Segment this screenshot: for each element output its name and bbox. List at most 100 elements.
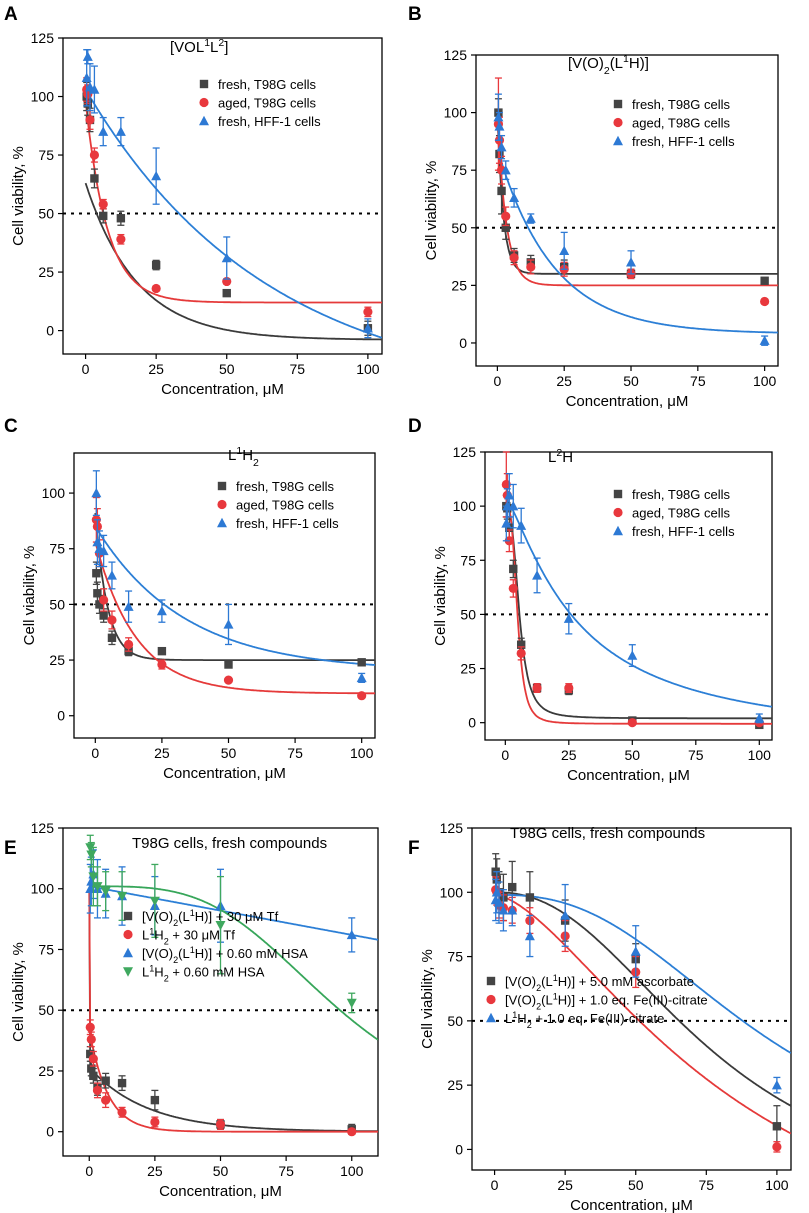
text-part: 2 — [173, 918, 178, 928]
fit-curve-blue — [494, 894, 791, 1054]
data-point-red — [627, 718, 637, 728]
fit-curve-red — [496, 114, 778, 287]
fit-curve-blue — [84, 89, 382, 339]
panel-letter: E — [4, 838, 17, 859]
data-point-black — [117, 1078, 127, 1088]
chart-panel-a: 0 25 50 75 100 0 25 50 75 100 125 Concentration, μM… — [4, 4, 383, 398]
data-point-blue — [496, 141, 507, 152]
text-part: H — [242, 447, 253, 464]
data-point-black — [501, 223, 510, 232]
x-axis-label: Concentration, μM — [161, 381, 284, 398]
text-part: (L — [178, 909, 190, 924]
data-point-blue — [630, 946, 641, 956]
chart-panel-f: 0 25 50 75 100 0 25 50 75 100 125 Concentration, μM… — [408, 820, 792, 1213]
data-point-blue — [771, 1079, 782, 1090]
x-tick-label: 0 — [501, 747, 509, 763]
text-part: 1 — [553, 992, 558, 1002]
y-tick-label: 0 — [57, 708, 65, 724]
data-point-blue — [509, 192, 520, 203]
text-part: aged, T98G cells — [236, 498, 335, 513]
text-part: 1 — [512, 1010, 517, 1020]
data-point-red — [772, 1142, 782, 1152]
data-point-blue — [156, 605, 167, 616]
legend-label: fresh, T98G cells — [218, 77, 317, 92]
y-tick-label: 0 — [46, 1124, 54, 1140]
x-tick-label: 0 — [85, 1163, 93, 1179]
data-point-green — [88, 872, 99, 882]
data-point-blue — [115, 126, 126, 136]
legend-label: aged, T98G cells — [632, 506, 731, 521]
data-point-black — [509, 564, 518, 574]
legend-marker-blue — [613, 525, 623, 536]
data-point-red — [501, 211, 511, 221]
legend-marker-red — [613, 507, 623, 518]
legend-marker-red — [613, 117, 623, 128]
data-point-green — [92, 882, 103, 892]
legend-label: aged, T98G cells — [632, 116, 731, 131]
y-tick-label: 75 — [38, 941, 54, 957]
y-tick-label: 100 — [31, 89, 55, 105]
legend-label: [V(O)2(L1H)] + 5.0 mM ascorbate — [505, 973, 694, 993]
x-tick-label: 100 — [765, 1177, 789, 1193]
text-part: 1 — [553, 973, 558, 983]
data-point-blue — [498, 905, 509, 915]
data-point-black — [150, 1095, 160, 1105]
data-point-red — [88, 1054, 98, 1064]
data-point-blue — [507, 905, 518, 915]
data-point-blue — [346, 929, 357, 940]
y-tick-label: 50 — [460, 606, 476, 622]
x-tick-label: 100 — [356, 361, 380, 377]
y-tick-label: 75 — [38, 147, 54, 163]
data-point-red — [85, 1022, 95, 1032]
data-point-blue — [98, 545, 109, 556]
text-part: ] — [224, 39, 228, 56]
x-tick-label: 75 — [688, 747, 704, 763]
legend: fresh, T98G cells aged, T98G cells fresh, … — [613, 487, 735, 539]
text-part: T98G cells, fresh compounds — [510, 825, 705, 842]
data-point-blue — [504, 490, 515, 500]
y-tick-label: 50 — [49, 596, 65, 612]
fit-curve-blue — [504, 496, 772, 708]
y-tick-label: 25 — [49, 652, 65, 668]
text-part: (L — [178, 946, 190, 961]
data-point-green — [86, 850, 97, 860]
data-point-black — [116, 214, 126, 223]
text-part: fresh, HFF-1 cells — [632, 524, 735, 539]
data-point-red — [508, 583, 518, 594]
y-tick-label: 100 — [444, 105, 468, 121]
legend: fresh, T98G cells aged, T98G cells fresh, … — [199, 77, 321, 129]
data-point-black — [95, 600, 104, 609]
data-point-black — [157, 646, 167, 656]
plot-area — [496, 112, 778, 334]
legend-label: [V(O)2(L1H)] + 0.60 mM HSA — [142, 945, 308, 965]
y-tick-label: 125 — [444, 47, 468, 63]
data-point-red — [223, 675, 234, 685]
legend-label: fresh, HFF-1 cells — [218, 114, 321, 129]
data-point-blue — [493, 897, 504, 907]
data-point-black — [505, 523, 514, 532]
data-point-blue — [89, 84, 100, 94]
y-tick-label: 75 — [460, 552, 476, 568]
y-tick-label: 50 — [451, 220, 467, 236]
data-point-blue — [356, 672, 367, 683]
text-part: [V(O) — [568, 55, 604, 72]
data-point-blue — [98, 126, 109, 136]
x-tick-label: 50 — [625, 747, 641, 763]
data-point-blue — [106, 570, 117, 580]
y-tick-label: 100 — [42, 485, 66, 501]
text-part: L — [210, 39, 218, 56]
data-point-red — [86, 1034, 96, 1044]
legend-label: fresh, T98G cells — [236, 479, 335, 494]
data-point-red — [151, 283, 161, 294]
text-part: H)] + 30 μM Tf — [195, 909, 279, 924]
text-part: 2 — [536, 1002, 541, 1012]
text-part: L — [548, 449, 556, 466]
text-part: 2 — [164, 974, 169, 984]
text-part: L — [505, 1011, 512, 1026]
data-point-red — [509, 253, 519, 263]
y-tick-label: 0 — [468, 715, 476, 731]
plot-frame — [475, 54, 779, 367]
text-part: fresh, HFF-1 cells — [218, 114, 321, 129]
data-point-blue — [82, 51, 93, 61]
y-tick-label: 50 — [38, 1002, 54, 1018]
